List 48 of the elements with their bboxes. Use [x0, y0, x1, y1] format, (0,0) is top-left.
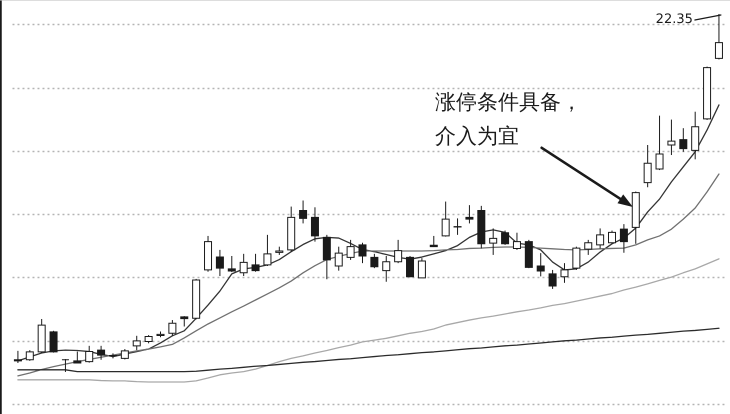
candlestick: [168, 320, 176, 336]
candlestick: [358, 242, 366, 264]
candlestick: [322, 234, 331, 280]
candlestick: [442, 201, 450, 238]
annotation: 22.35: [656, 12, 693, 27]
candlestick: [512, 232, 521, 250]
candlestick: [406, 255, 414, 278]
candlestick: [14, 350, 22, 364]
candlestick: [240, 253, 248, 277]
candlestick: [584, 239, 592, 256]
candlestick: [252, 253, 260, 272]
candlestick: [132, 335, 141, 351]
candlestick: [667, 119, 676, 156]
candlestick: [216, 249, 224, 277]
candlestick: [228, 255, 236, 273]
candlestick: [310, 206, 319, 242]
candlestick: [180, 316, 188, 327]
candlestick: [572, 246, 580, 270]
candlestick: [679, 128, 688, 152]
annotation: 涨停条件具备，介入为宜: [435, 90, 582, 148]
candlestick: [97, 345, 106, 360]
candlestick: [26, 350, 34, 362]
candlestick: [644, 144, 652, 188]
candlestick: [61, 358, 70, 372]
candlestick: [620, 224, 628, 254]
candlestick: [596, 228, 604, 249]
candlestick: [299, 200, 308, 224]
candlestick: [50, 330, 58, 354]
candlestick: [418, 258, 426, 278]
candlestick: [489, 228, 498, 256]
candlestick: [536, 252, 545, 277]
candlestick: [73, 351, 82, 364]
candlestick: [501, 230, 510, 246]
candlestick: [370, 253, 378, 269]
candlestick: [346, 239, 355, 260]
candlestick: [85, 345, 94, 364]
candlestick: [263, 234, 272, 266]
candlestick: [548, 269, 557, 290]
candlestick: [394, 239, 402, 264]
candlestick: [560, 262, 568, 284]
candlestick: [465, 204, 474, 224]
candlestick: [656, 115, 664, 171]
candlestick: [334, 246, 343, 272]
candlestick: [691, 111, 700, 160]
candlestick: [608, 230, 616, 244]
candlestick: [120, 348, 129, 360]
candlestick: [382, 255, 390, 282]
candlestick: [454, 218, 462, 236]
